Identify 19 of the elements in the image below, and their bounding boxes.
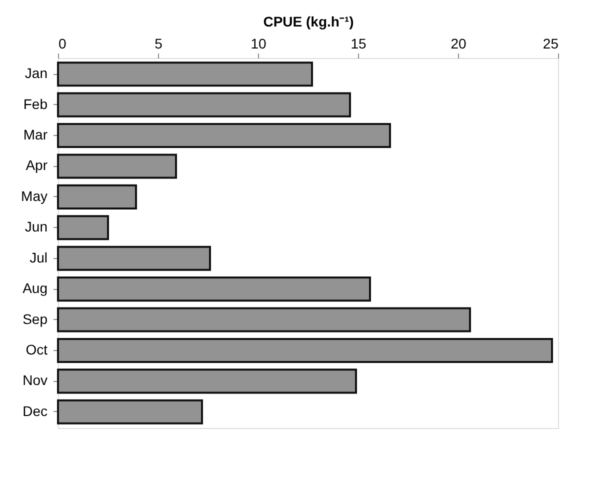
x-tick-label: 5 bbox=[154, 36, 163, 52]
y-tick-label: May bbox=[21, 188, 48, 204]
x-tick-label: 25 bbox=[542, 36, 559, 52]
y-tick-label: Aug bbox=[22, 280, 48, 296]
y-tick-label: Sep bbox=[22, 310, 48, 327]
y-tick-label: Jul bbox=[30, 249, 48, 266]
y-tick-label: Feb bbox=[23, 96, 48, 112]
y-tick-label: Apr bbox=[26, 157, 48, 174]
x-tick-label: 15 bbox=[350, 36, 366, 52]
y-tick-label: Mar bbox=[23, 126, 48, 143]
y-tick-label: Dec bbox=[22, 402, 48, 419]
x-tick-label: 10 bbox=[250, 36, 266, 52]
y-tick-label: Jun bbox=[24, 218, 48, 235]
x-tick-label: 0 bbox=[58, 36, 66, 52]
y-tick-label: Oct bbox=[26, 341, 48, 358]
x-axis-title: CPUE (kg.h⁻¹) bbox=[263, 14, 354, 30]
x-tick-label: 20 bbox=[450, 36, 466, 52]
y-tick-label: Jan bbox=[24, 65, 48, 82]
y-tick-label: Nov bbox=[22, 372, 48, 388]
